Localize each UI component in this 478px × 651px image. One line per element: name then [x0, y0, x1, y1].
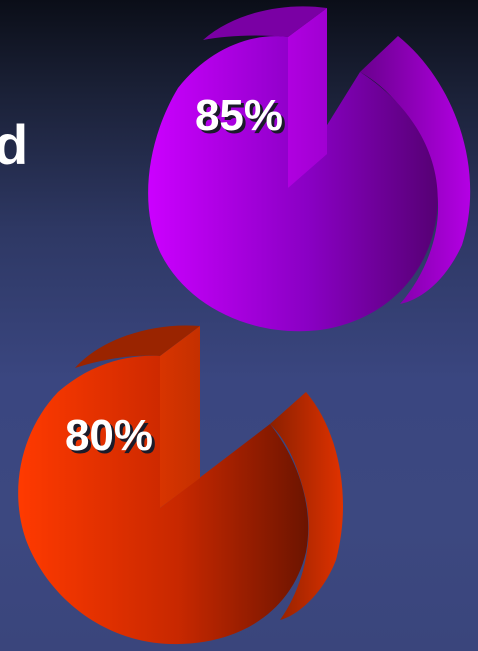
pie-80-cut-wall — [160, 326, 200, 508]
pie-80-label-shadow: 80% — [68, 414, 156, 463]
pie-85-label-shadow: 85% — [198, 94, 286, 143]
pie-85-back-rim — [203, 6, 327, 40]
partial-heading-text: d — [0, 113, 29, 176]
pie-85-data-label: 85% — [195, 91, 283, 140]
pie-80-back-rim — [75, 325, 200, 368]
pie-85-cut-wall — [288, 8, 327, 188]
pie-chart-80: 80% 80% — [18, 325, 344, 645]
pie-85-side-band — [360, 36, 471, 304]
pie-chart-85: 85% 85% — [148, 6, 471, 332]
pie-80-main-slice — [18, 355, 309, 645]
pie-80-data-label: 80% — [65, 411, 153, 460]
pie-80-side-band — [270, 392, 344, 620]
